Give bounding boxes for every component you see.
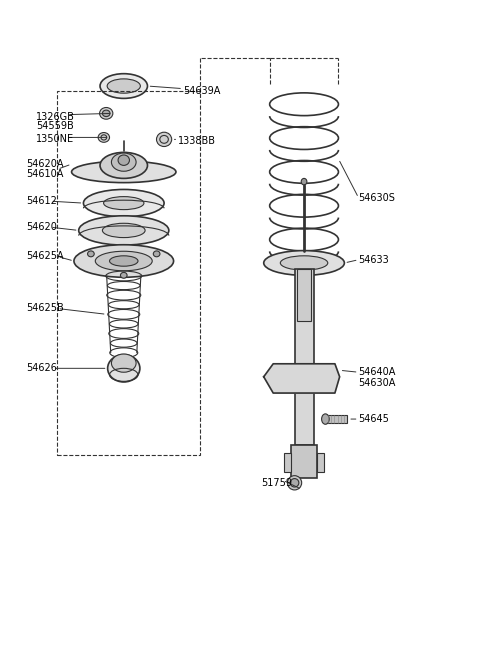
Text: 54625B: 54625B <box>26 304 64 314</box>
Ellipse shape <box>100 73 147 98</box>
Text: 54630A: 54630A <box>359 379 396 388</box>
Ellipse shape <box>104 197 144 210</box>
Ellipse shape <box>84 190 164 216</box>
Ellipse shape <box>99 108 113 119</box>
Ellipse shape <box>107 79 140 93</box>
Ellipse shape <box>109 256 138 266</box>
Text: 54640A: 54640A <box>359 367 396 377</box>
Ellipse shape <box>111 354 136 372</box>
Bar <box>57 91 200 455</box>
Ellipse shape <box>74 245 174 277</box>
Text: 54633: 54633 <box>359 255 389 265</box>
Ellipse shape <box>153 251 160 256</box>
Text: 54626: 54626 <box>26 363 58 373</box>
Bar <box>284 453 291 472</box>
Ellipse shape <box>79 216 169 245</box>
Ellipse shape <box>301 178 307 185</box>
Ellipse shape <box>102 110 110 117</box>
Text: 54630S: 54630S <box>359 193 396 203</box>
Text: 1338BB: 1338BB <box>179 136 216 146</box>
Bar <box>298 270 311 321</box>
Ellipse shape <box>72 161 176 182</box>
Text: 54620: 54620 <box>26 222 58 232</box>
Text: 54559B: 54559B <box>36 121 74 131</box>
Text: 1326GB: 1326GB <box>36 112 75 121</box>
Text: 54610A: 54610A <box>26 169 64 180</box>
Ellipse shape <box>98 133 109 142</box>
Text: 54625A: 54625A <box>26 251 64 262</box>
Text: 1350NE: 1350NE <box>36 134 74 144</box>
Ellipse shape <box>96 251 152 271</box>
Ellipse shape <box>264 251 344 276</box>
Ellipse shape <box>290 479 299 487</box>
Ellipse shape <box>322 414 329 424</box>
Ellipse shape <box>120 272 127 278</box>
Ellipse shape <box>87 251 94 256</box>
Ellipse shape <box>156 133 172 146</box>
Text: 54620A: 54620A <box>26 159 64 169</box>
Text: 54612: 54612 <box>26 196 58 206</box>
Ellipse shape <box>108 355 140 382</box>
Bar <box>291 445 317 478</box>
Ellipse shape <box>102 223 145 237</box>
Bar <box>325 415 347 423</box>
Text: 54639A: 54639A <box>183 85 220 96</box>
Text: 54645: 54645 <box>359 414 389 424</box>
Ellipse shape <box>111 153 136 171</box>
Ellipse shape <box>100 152 147 178</box>
Bar <box>295 270 313 445</box>
Polygon shape <box>264 364 340 393</box>
Text: 51759: 51759 <box>261 478 292 488</box>
Bar <box>317 453 324 472</box>
Ellipse shape <box>118 155 130 165</box>
Ellipse shape <box>288 476 301 490</box>
Ellipse shape <box>280 256 328 270</box>
